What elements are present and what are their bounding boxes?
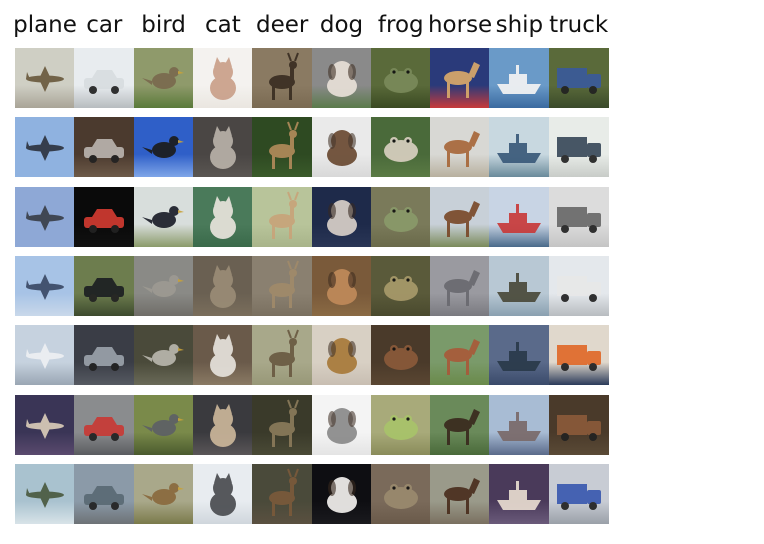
thumbnail-plane-7 xyxy=(15,463,75,524)
thumbnail-ship-3 xyxy=(489,186,550,247)
class-label-car: car xyxy=(86,12,123,38)
thumbnail-dog-1 xyxy=(311,48,372,108)
thumbnail-cat-2 xyxy=(192,117,253,178)
thumbnail-cat-1 xyxy=(192,48,253,108)
thumbnail-car-1 xyxy=(74,48,135,108)
class-label-dog: dog xyxy=(319,12,364,38)
thumbnail-ship-4 xyxy=(489,255,550,316)
thumbnail-horse-6 xyxy=(430,394,491,455)
thumbnail-car-2 xyxy=(74,117,135,178)
thumbnail-plane-1 xyxy=(15,48,75,108)
thumbnail-plane-2 xyxy=(15,117,75,178)
thumbnail-bird-5 xyxy=(133,325,194,386)
thumbnail-car-7 xyxy=(74,463,135,524)
class-label-frog: frog xyxy=(377,12,424,38)
thumbnail-frog-3 xyxy=(370,186,431,247)
thumbnail-car-4 xyxy=(74,255,135,316)
thumbnail-deer-7 xyxy=(252,463,313,524)
thumbnail-frog-1 xyxy=(370,48,431,108)
thumbnail-deer-1 xyxy=(252,48,313,108)
thumbnail-ship-2 xyxy=(489,117,550,178)
thumbnail-truck-6 xyxy=(548,394,609,455)
thumbnail-bird-4 xyxy=(133,255,194,316)
thumbnail-dog-4 xyxy=(311,255,372,316)
thumbnail-dog-3 xyxy=(311,186,372,247)
thumbnail-truck-4 xyxy=(548,255,609,316)
thumbnail-plane-3 xyxy=(15,186,75,247)
thumbnail-truck-2 xyxy=(548,117,609,178)
thumbnail-cat-4 xyxy=(192,255,253,316)
thumbnail-horse-2 xyxy=(430,117,491,178)
thumbnail-cat-6 xyxy=(192,394,253,455)
thumbnail-plane-4 xyxy=(15,255,75,316)
thumbnail-bird-7 xyxy=(133,463,194,524)
thumbnail-car-5 xyxy=(74,325,135,386)
class-label-cat: cat xyxy=(205,12,241,38)
thumbnail-cat-7 xyxy=(192,463,253,524)
thumbnail-bird-2 xyxy=(133,117,194,178)
thumbnail-truck-1 xyxy=(548,48,609,108)
thumbnail-dog-7 xyxy=(311,463,372,524)
class-label-horse: horse xyxy=(427,12,493,38)
thumbnail-bird-6 xyxy=(133,394,194,455)
thumbnail-frog-5 xyxy=(370,325,431,386)
thumbnail-dog-2 xyxy=(311,117,372,178)
thumbnail-deer-2 xyxy=(252,117,313,178)
thumbnail-horse-5 xyxy=(430,325,491,386)
class-label-truck: truck xyxy=(549,12,609,38)
thumbnail-horse-4 xyxy=(430,255,491,316)
thumbnail-horse-7 xyxy=(430,463,491,524)
thumbnail-truck-5 xyxy=(548,325,609,386)
thumbnail-car-6 xyxy=(74,394,135,455)
thumbnail-horse-3 xyxy=(430,186,491,247)
thumbnail-deer-5 xyxy=(252,325,313,386)
thumbnail-frog-4 xyxy=(370,255,431,316)
thumbnail-deer-3 xyxy=(252,186,313,247)
thumbnail-cat-5 xyxy=(192,325,253,386)
thumbnail-ship-5 xyxy=(489,325,550,386)
thumbnail-frog-6 xyxy=(370,394,431,455)
thumbnail-dog-6 xyxy=(311,394,372,455)
thumbnail-cat-3 xyxy=(192,186,253,247)
thumbnail-bird-1 xyxy=(133,48,194,108)
thumbnail-deer-4 xyxy=(252,255,313,316)
thumbnail-ship-7 xyxy=(489,463,550,524)
thumbnail-truck-3 xyxy=(548,186,609,247)
thumbnail-horse-1 xyxy=(430,48,491,108)
thumbnail-deer-6 xyxy=(252,394,313,455)
thumbnail-bird-3 xyxy=(133,186,194,247)
thumbnail-ship-1 xyxy=(489,48,550,108)
class-label-plane: plane xyxy=(13,12,77,38)
thumbnail-frog-2 xyxy=(370,117,431,178)
thumbnail-plane-6 xyxy=(15,394,75,455)
thumbnail-dog-5 xyxy=(311,325,372,386)
thumbnail-ship-6 xyxy=(489,394,550,455)
thumbnail-car-3 xyxy=(74,186,135,247)
thumbnail-truck-7 xyxy=(548,463,609,524)
class-label-ship: ship xyxy=(495,12,544,38)
class-label-bird: bird xyxy=(141,12,186,38)
thumbnail-frog-7 xyxy=(370,463,431,524)
class-label-deer: deer xyxy=(256,12,309,38)
thumbnail-plane-5 xyxy=(15,325,75,386)
